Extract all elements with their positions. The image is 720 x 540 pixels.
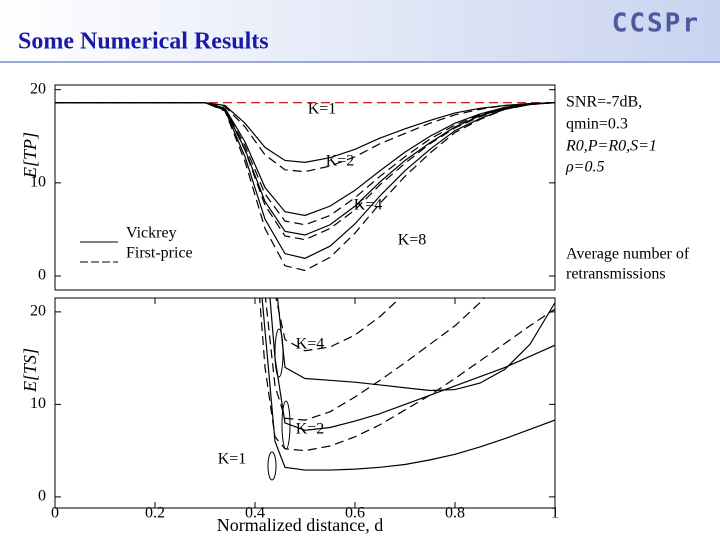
series-line xyxy=(55,102,555,272)
x-tick-label: 0.8 xyxy=(445,505,465,522)
series-line xyxy=(276,298,555,392)
x-tick-label: 1 xyxy=(551,505,559,522)
y-tick-label: 10 xyxy=(30,174,46,191)
series-line xyxy=(55,102,555,173)
annotation: K=4 xyxy=(296,336,325,353)
y-axis-label: E[TP] xyxy=(20,132,40,179)
plot-area xyxy=(55,102,555,272)
plot-frame xyxy=(54,297,556,509)
x-tick-label: 0.6 xyxy=(345,505,365,522)
note: SNR=-7dB, xyxy=(566,94,642,111)
note: R0,P=R0,S=1 xyxy=(565,138,657,155)
annotation: K=2 xyxy=(326,153,355,170)
note: ρ=0.5 xyxy=(565,159,604,176)
logo: CCSPr xyxy=(612,9,700,39)
note: qmin=0.3 xyxy=(566,116,628,133)
series-line xyxy=(55,102,555,259)
x-tick-label: 0.2 xyxy=(145,505,165,522)
legend-label: First-price xyxy=(126,245,193,262)
plot-frame xyxy=(54,84,556,291)
y-tick-label: 0 xyxy=(38,488,46,505)
series-line xyxy=(261,298,555,471)
annotation: K=4 xyxy=(354,197,383,214)
header-band xyxy=(0,0,720,62)
x-tick-label: 0 xyxy=(51,505,59,522)
series-line xyxy=(259,298,555,452)
series-line xyxy=(269,298,555,431)
annotation: K=1 xyxy=(308,101,337,118)
series-line xyxy=(264,298,485,421)
series-line xyxy=(275,298,401,352)
x-tick-label: 0.4 xyxy=(245,505,265,522)
x-axis-label: Normalized distance, d xyxy=(217,515,383,535)
series-line xyxy=(55,102,555,226)
y-tick-label: 10 xyxy=(30,395,46,412)
annotation: K=8 xyxy=(398,232,427,249)
legend-label: Vickrey xyxy=(126,225,177,242)
y-tick-label: 0 xyxy=(38,267,46,284)
plot-area xyxy=(259,298,555,471)
y-tick-label: 20 xyxy=(30,80,46,97)
annotation: K=1 xyxy=(218,451,247,468)
series-line xyxy=(55,102,555,163)
y-tick-label: 20 xyxy=(30,303,46,320)
annotation: K=2 xyxy=(296,421,325,438)
note: retransmissions xyxy=(566,266,666,283)
y-axis-label: E[TS] xyxy=(20,348,40,393)
title: Some Numerical Results xyxy=(18,29,269,55)
marker-ellipse xyxy=(267,451,277,481)
note: Average number of xyxy=(566,246,690,263)
series-line xyxy=(55,102,555,241)
